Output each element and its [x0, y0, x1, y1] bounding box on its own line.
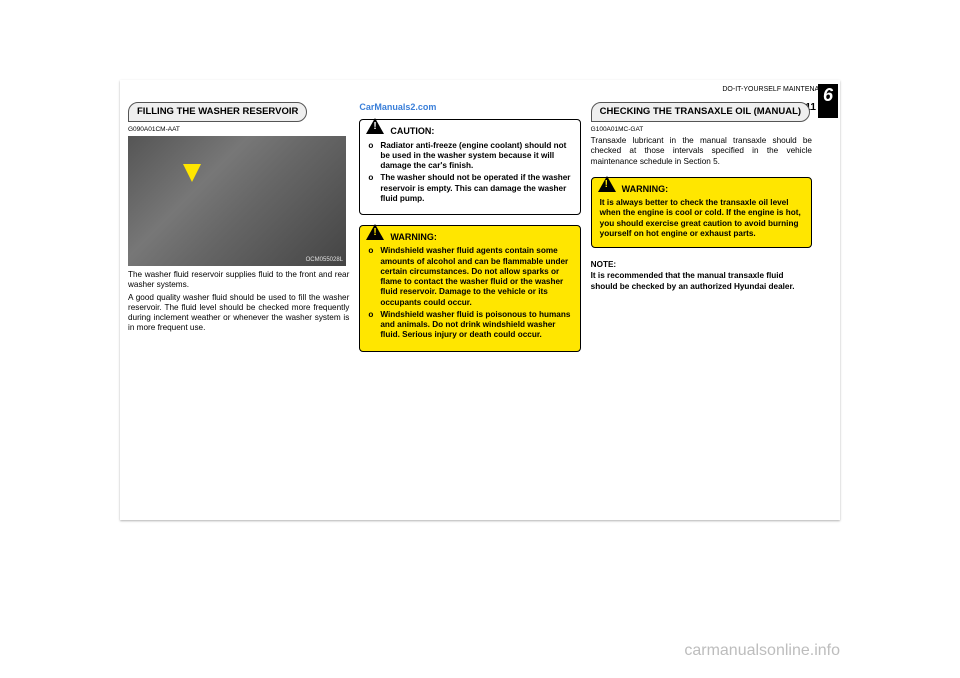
- note-block: NOTE: It is recommended that the manual …: [591, 260, 812, 292]
- caution-item: oRadiator anti-freeze (engine coolant) s…: [368, 141, 571, 172]
- section-header: DO-IT-YOURSELF MAINTENANCE: [630, 86, 840, 93]
- warning-item: oWindshield washer fluid is poisonous to…: [368, 310, 571, 341]
- alert-icon: [366, 224, 384, 240]
- body-text: The washer fluid reservoir supplies flui…: [128, 270, 349, 291]
- caution-title: CAUTION:: [390, 126, 571, 137]
- note-text: It is recommended that the manual transa…: [591, 271, 795, 290]
- warning-box: WARNING: It is always better to check th…: [591, 177, 812, 248]
- note-title: NOTE:: [591, 260, 812, 270]
- column-1: FILLING THE WASHER RESERVOIR G090A01CM-A…: [128, 102, 349, 362]
- body-text: A good quality washer fluid should be us…: [128, 293, 349, 334]
- alert-icon: [598, 176, 616, 192]
- photo-label: OCM055028L: [306, 257, 343, 265]
- heading-transaxle: CHECKING THE TRANSAXLE OIL (MANUAL): [591, 102, 810, 122]
- column-3: CHECKING THE TRANSAXLE OIL (MANUAL) G100…: [591, 102, 812, 362]
- content-columns: FILLING THE WASHER RESERVOIR G090A01CM-A…: [128, 102, 812, 362]
- warning-text: Windshield washer fluid agents contain s…: [380, 246, 571, 308]
- caution-text: The washer should not be operated if the…: [380, 173, 571, 204]
- doc-code: G100A01MC-GAT: [591, 126, 812, 134]
- engine-bay-photo: OCM055028L: [128, 136, 346, 266]
- section-number: 6: [818, 84, 838, 118]
- warning-title: WARNING:: [390, 232, 571, 243]
- footer-watermark: carmanualsonline.info: [684, 642, 840, 660]
- warning-text: Windshield washer fluid is poisonous to …: [380, 310, 571, 341]
- manual-page: DO-IT-YOURSELF MAINTENANCE 6 11 FILLING …: [120, 80, 840, 520]
- body-text: Transaxle lubricant in the manual transa…: [591, 136, 812, 167]
- warning-text: It is always better to check the transax…: [600, 198, 803, 239]
- warning-box: WARNING: oWindshield washer fluid agents…: [359, 225, 580, 352]
- caution-text: Radiator anti-freeze (engine coolant) sh…: [380, 141, 571, 172]
- warning-title: WARNING:: [622, 184, 803, 195]
- warning-item: oWindshield washer fluid agents contain …: [368, 246, 571, 308]
- watermark-link: CarManuals2.com: [359, 102, 580, 113]
- column-2: CarManuals2.com CAUTION: oRadiator anti-…: [359, 102, 580, 362]
- caution-box: CAUTION: oRadiator anti-freeze (engine c…: [359, 119, 580, 215]
- caution-item: oThe washer should not be operated if th…: [368, 173, 571, 204]
- alert-icon: [366, 118, 384, 134]
- heading-washer-reservoir: FILLING THE WASHER RESERVOIR: [128, 102, 307, 122]
- doc-code: G090A01CM-AAT: [128, 126, 349, 134]
